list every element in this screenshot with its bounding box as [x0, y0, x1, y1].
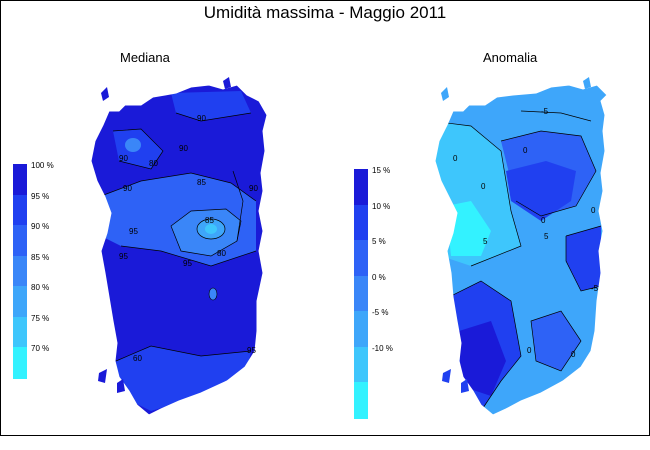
- contour-label: 60: [133, 354, 142, 363]
- anomaly-map-title: Anomalia: [483, 50, 538, 65]
- contour-label: 90: [123, 184, 132, 193]
- contour-label: 80: [217, 249, 226, 258]
- legend-swatch: [13, 347, 27, 379]
- legend-swatch: [354, 240, 368, 277]
- median-map-title: Mediana: [120, 50, 170, 65]
- figure-frame: Umidità massima - Maggio 2011 Mediana An…: [0, 0, 650, 436]
- contour-label: 95: [183, 259, 192, 268]
- legend-swatch: [354, 169, 368, 206]
- legend-label: 95 %: [31, 191, 50, 201]
- contour-label: 95: [119, 252, 128, 261]
- contour-label: 90: [179, 144, 188, 153]
- figure-title: Umidità massima - Maggio 2011: [203, 3, 447, 22]
- legend-swatch: [354, 346, 368, 383]
- legend-label: 90 %: [31, 222, 50, 231]
- legend-swatch: [13, 255, 27, 287]
- legend-swatch: [354, 275, 368, 312]
- legend-swatch: [13, 286, 27, 318]
- legend-swatch: [13, 164, 27, 196]
- contour-label: 95: [247, 346, 256, 355]
- legend-swatch: [13, 225, 27, 257]
- contour-label: 90: [119, 154, 128, 163]
- legend-label: -5 %: [372, 308, 389, 317]
- legend-swatch: [354, 311, 368, 348]
- legend-label: 5 %: [372, 237, 386, 246]
- median-map: 60 90 90 90 90 90 95 95 95 85 80 85 80 95: [90, 77, 268, 416]
- contour-label: 85: [205, 216, 214, 225]
- contour-label: 80: [149, 159, 158, 168]
- legend-label: 10 %: [372, 201, 391, 211]
- contour-label: 90: [249, 184, 258, 193]
- legend-label: 0 %: [372, 272, 386, 282]
- legend-label: 100 %: [31, 161, 54, 170]
- legend-label: 80 %: [31, 283, 50, 292]
- legend-swatch: [13, 316, 27, 348]
- legend-label: 15 %: [372, 166, 391, 175]
- legend-label: 85 %: [31, 252, 50, 262]
- legend-swatch: [354, 382, 368, 419]
- legend-swatch: [354, 204, 368, 241]
- legend-label: 75 %: [31, 313, 50, 323]
- legend-swatch: [13, 194, 27, 226]
- legend-label: -10 %: [372, 343, 393, 353]
- contour-label: 85: [197, 178, 206, 187]
- legend-label: 70 %: [31, 344, 50, 353]
- contour-label: 90: [197, 114, 206, 123]
- contour-label: 95: [129, 227, 138, 236]
